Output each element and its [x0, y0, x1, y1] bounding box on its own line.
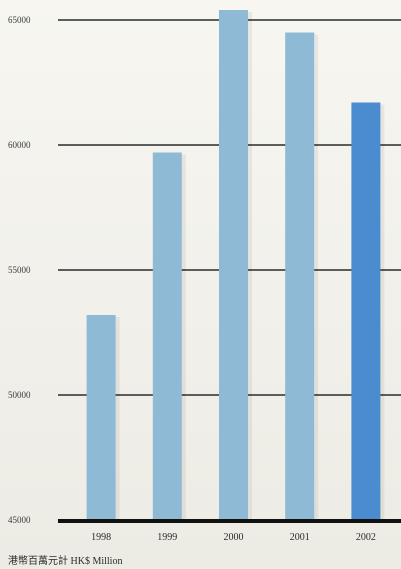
y-tick-label: 60000 — [8, 140, 31, 150]
x-tick-label: 2000 — [224, 532, 244, 543]
bar-2002 — [351, 102, 381, 520]
bar-2001 — [285, 32, 315, 520]
y-tick-label: 45000 — [8, 515, 31, 525]
x-tick-label: 1999 — [157, 532, 177, 543]
x-tick-label: 2001 — [290, 532, 310, 543]
bar-1999 — [152, 152, 182, 520]
y-tick-label: 50000 — [8, 390, 31, 400]
bar-2000 — [219, 10, 248, 520]
x-tick-label: 1998 — [91, 532, 111, 543]
y-tick-label: 55000 — [8, 265, 31, 275]
unit-label: 港幣百萬元計 HK$ Million — [8, 556, 123, 567]
y-tick-label: 65000 — [8, 15, 31, 25]
bar-1998 — [86, 315, 116, 520]
x-tick-label: 2002 — [356, 532, 376, 543]
